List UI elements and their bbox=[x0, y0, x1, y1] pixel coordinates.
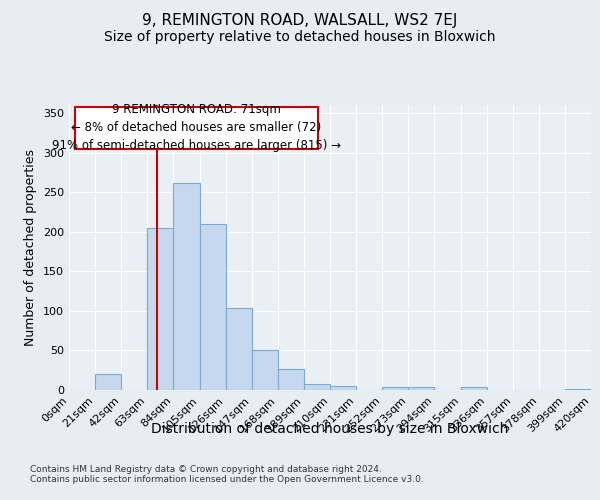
Bar bbox=[95, 374, 121, 390]
Text: Contains HM Land Registry data © Crown copyright and database right 2024.
Contai: Contains HM Land Registry data © Crown c… bbox=[30, 465, 424, 484]
Bar bbox=[382, 387, 409, 390]
Bar bbox=[226, 308, 252, 390]
Bar bbox=[199, 224, 226, 390]
Bar bbox=[330, 386, 356, 390]
Bar bbox=[173, 182, 199, 390]
Bar bbox=[304, 384, 330, 390]
Text: Size of property relative to detached houses in Bloxwich: Size of property relative to detached ho… bbox=[104, 30, 496, 44]
Text: 9, REMINGTON ROAD, WALSALL, WS2 7EJ: 9, REMINGTON ROAD, WALSALL, WS2 7EJ bbox=[142, 12, 458, 28]
Bar bbox=[565, 389, 591, 390]
Bar bbox=[252, 350, 278, 390]
Text: Distribution of detached houses by size in Bloxwich: Distribution of detached houses by size … bbox=[151, 422, 509, 436]
Text: 9 REMINGTON ROAD: 71sqm
← 8% of detached houses are smaller (72)
91% of semi-det: 9 REMINGTON ROAD: 71sqm ← 8% of detached… bbox=[52, 104, 341, 152]
Bar bbox=[148, 228, 173, 390]
Bar bbox=[409, 387, 434, 390]
Bar bbox=[461, 387, 487, 390]
Y-axis label: Number of detached properties: Number of detached properties bbox=[25, 149, 37, 346]
FancyBboxPatch shape bbox=[75, 108, 317, 148]
Bar bbox=[278, 368, 304, 390]
